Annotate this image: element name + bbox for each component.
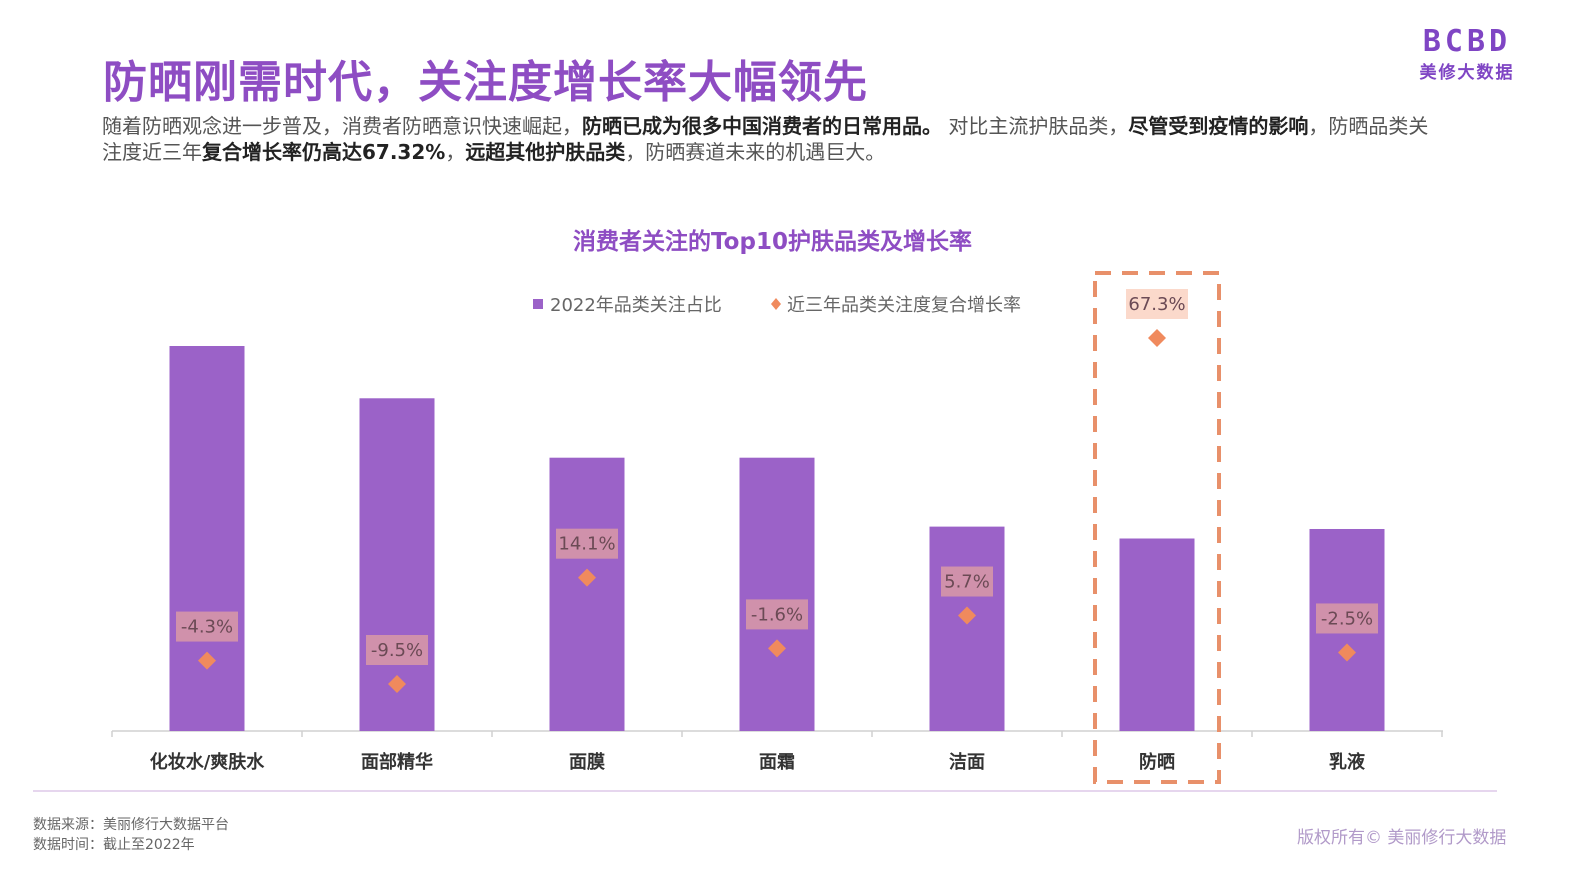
rate-label: 67.3%: [1128, 294, 1185, 315]
rate-label: 5.7%: [944, 572, 990, 593]
legend-label-bar: 2022年品类关注占比: [550, 295, 722, 316]
rate-label-bg: [556, 528, 618, 559]
legend-label-rate: 近三年品类关注度复合增长率: [787, 295, 1021, 316]
rate-label: -1.6%: [751, 604, 803, 625]
legend-swatch-bar: [533, 299, 543, 309]
desc-bold-3: 复合增长率仍高达67.32%: [202, 140, 446, 164]
rate-marker: [768, 639, 786, 658]
rate-marker: [1148, 329, 1166, 347]
desc-bold-2: 尽管受到疫情的影响: [1128, 114, 1309, 138]
rate-label-bg: [746, 599, 808, 630]
category-label: 乳液: [1329, 751, 1366, 773]
desc-text-5: ，防晒赛道未来的机遇巨大。: [625, 140, 886, 164]
chart-title: 消费者关注的Top10护肤品类及增长率: [573, 229, 972, 255]
brand-logo: BCBD 美修大数据: [1412, 24, 1522, 84]
rate-label-bg: [366, 635, 428, 665]
category-label: 防晒: [1139, 751, 1175, 773]
category-label: 洁面: [949, 751, 985, 773]
desc-text-2: 对比主流护肤品类，: [942, 114, 1129, 138]
rate-marker: [1338, 643, 1356, 662]
desc-bold-1: 防晒已成为很多中国消费者的日常用品。: [582, 114, 942, 138]
rate-label: -9.5%: [371, 640, 423, 661]
desc-text-3: ，防晒品类关注度近三年: [102, 114, 1429, 164]
data-source: 数据来源：美丽修行大数据平台: [33, 817, 229, 833]
bar: [1119, 538, 1195, 731]
data-time: 数据时间：截止至2022年: [33, 837, 195, 853]
copyright: 版权所有© 美丽修行大数据: [1297, 828, 1507, 848]
rate-label-bg: [1126, 289, 1188, 319]
rate-marker: [578, 568, 596, 587]
page-title: 防晒刚需时代，关注度增长率大幅领先: [103, 57, 868, 108]
rate-label: -2.5%: [1321, 608, 1373, 629]
rate-marker: [388, 675, 406, 693]
desc-text-4: ，: [445, 140, 466, 164]
highlight-box: [1093, 271, 1221, 784]
category-label: 面部精华: [361, 751, 433, 773]
rate-marker: [958, 606, 976, 625]
description: 随着防晒观念进一步普及，消费者防晒意识快速崛起，防晒已成为很多中国消费者的日常用…: [102, 113, 1432, 165]
rate-label: -4.3%: [181, 617, 233, 638]
source-note: 数据来源：美丽修行大数据平台 数据时间：截止至2022年: [33, 815, 229, 855]
desc-text-1: 随着防晒观念进一步普及，消费者防晒意识快速崛起，: [102, 114, 582, 138]
category-label: 化妆水/爽肤水: [150, 751, 266, 773]
rate-label-bg: [1316, 603, 1378, 634]
legend-swatch-rate: [771, 298, 781, 310]
category-label: 面霜: [759, 752, 795, 773]
bar: [169, 346, 245, 731]
logo-name: 美修大数据: [1419, 63, 1515, 83]
rate-label-bg: [176, 611, 238, 642]
bar: [549, 457, 625, 731]
logo-mark: BCBD: [1422, 24, 1512, 59]
rate-label: 14.1%: [558, 534, 615, 555]
rate-marker: [198, 651, 216, 670]
bar: [739, 457, 815, 731]
bar: [929, 526, 1005, 731]
rate-label-bg: [941, 566, 993, 597]
category-label: 面膜: [569, 751, 605, 773]
desc-bold-4: 远超其他护肤品类: [465, 140, 626, 164]
